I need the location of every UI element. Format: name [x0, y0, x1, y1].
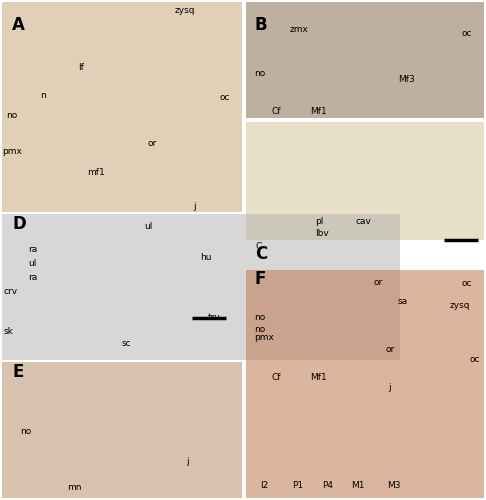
Text: mf1: mf1 [87, 168, 105, 177]
Text: Mf3: Mf3 [398, 76, 415, 84]
Bar [2, 362, 242, 498]
Text: zysq: zysq [450, 300, 470, 310]
Text: no: no [254, 70, 265, 78]
Text: ra: ra [28, 246, 37, 254]
Text: C: C [255, 242, 261, 251]
Text: oc: oc [462, 28, 472, 38]
Text: j: j [192, 202, 195, 211]
Text: P1: P1 [293, 481, 304, 490]
Text: zmx: zmx [290, 26, 309, 35]
Bar [246, 270, 484, 498]
Text: j: j [186, 458, 189, 466]
Text: cav: cav [355, 218, 371, 226]
Text: lf: lf [78, 64, 84, 72]
Text: ra: ra [28, 274, 37, 282]
Bar [246, 122, 484, 240]
Text: sk: sk [4, 328, 14, 336]
Text: pmx: pmx [2, 148, 22, 156]
Text: M1: M1 [351, 481, 365, 490]
Text: P4: P4 [323, 481, 333, 490]
Text: or: or [373, 278, 382, 287]
Text: pmx: pmx [254, 334, 274, 342]
Text: or: or [386, 346, 395, 354]
Text: M3: M3 [387, 481, 401, 490]
Bar [2, 2, 242, 212]
Text: ul: ul [144, 222, 152, 231]
Text: oc: oc [462, 278, 472, 287]
Text: Mf1: Mf1 [310, 108, 327, 116]
Text: no: no [254, 326, 265, 334]
Text: oc: oc [220, 92, 230, 102]
Text: E: E [12, 363, 23, 381]
Text: sa: sa [398, 298, 408, 306]
Text: j: j [388, 384, 391, 392]
Text: zysq: zysq [175, 6, 195, 15]
Text: no: no [20, 428, 31, 436]
Text: lbv: lbv [315, 228, 329, 237]
Text: D: D [12, 215, 26, 233]
Text: B: B [255, 16, 268, 34]
Text: pl: pl [315, 218, 323, 226]
Text: n: n [40, 90, 46, 100]
Text: trv: trv [208, 314, 221, 322]
Bar [246, 2, 484, 118]
Text: I2: I2 [260, 481, 268, 490]
Text: hu: hu [200, 252, 211, 262]
Text: Cf: Cf [272, 108, 281, 116]
Text: Cf: Cf [272, 374, 281, 382]
Text: no: no [6, 112, 17, 120]
Text: F: F [255, 270, 266, 288]
Text: oc: oc [469, 356, 480, 364]
Text: ul: ul [28, 260, 36, 268]
Text: crv: crv [4, 288, 18, 296]
Text: sc: sc [122, 340, 132, 348]
Text: C: C [255, 245, 267, 263]
Text: no: no [254, 314, 265, 322]
Text: A: A [12, 16, 25, 34]
Text: Mf1: Mf1 [310, 374, 327, 382]
Text: mn: mn [67, 483, 81, 492]
Bar [2, 214, 400, 360]
Text: or: or [148, 140, 157, 148]
